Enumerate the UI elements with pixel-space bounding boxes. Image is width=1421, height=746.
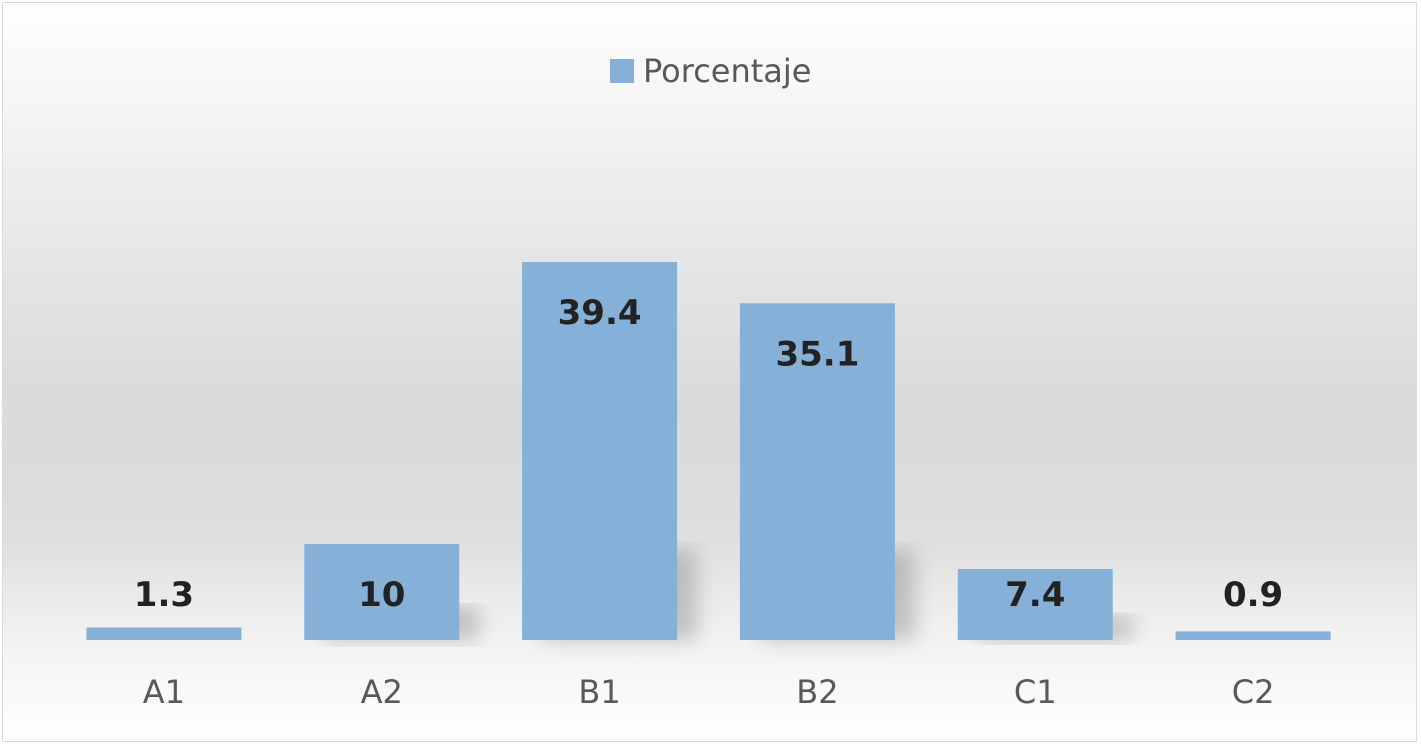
legend-label: Porcentaje	[643, 52, 811, 90]
data-label-a1: 1.3	[134, 575, 194, 615]
category-label-b2: B2	[796, 673, 838, 711]
data-labels: 1.3 10 39.4 35.1 7.4 0.9	[134, 293, 1283, 615]
legend-swatch	[610, 59, 634, 83]
category-label-b1: B1	[578, 673, 620, 711]
data-label-b1: 39.4	[558, 293, 642, 333]
bar-a2	[304, 544, 460, 640]
category-label-c1: C1	[1014, 673, 1057, 711]
data-label-a2: 10	[358, 575, 405, 615]
category-axis-labels: A1 A2 B1 B2 C1 C2	[143, 673, 1275, 711]
bar-a1	[86, 627, 242, 640]
category-label-a1: A1	[143, 673, 185, 711]
data-label-c2: 0.9	[1223, 575, 1283, 615]
bars	[86, 262, 1331, 640]
legend: Porcentaje	[610, 52, 811, 90]
bar-c1	[957, 569, 1113, 640]
bar-b2	[739, 303, 895, 640]
bar-c2	[1175, 631, 1331, 640]
category-label-a2: A2	[361, 673, 403, 711]
bar-b1	[522, 262, 678, 640]
data-label-c1: 7.4	[1005, 575, 1065, 615]
data-label-b2: 35.1	[775, 334, 859, 374]
category-label-c2: C2	[1232, 673, 1275, 711]
